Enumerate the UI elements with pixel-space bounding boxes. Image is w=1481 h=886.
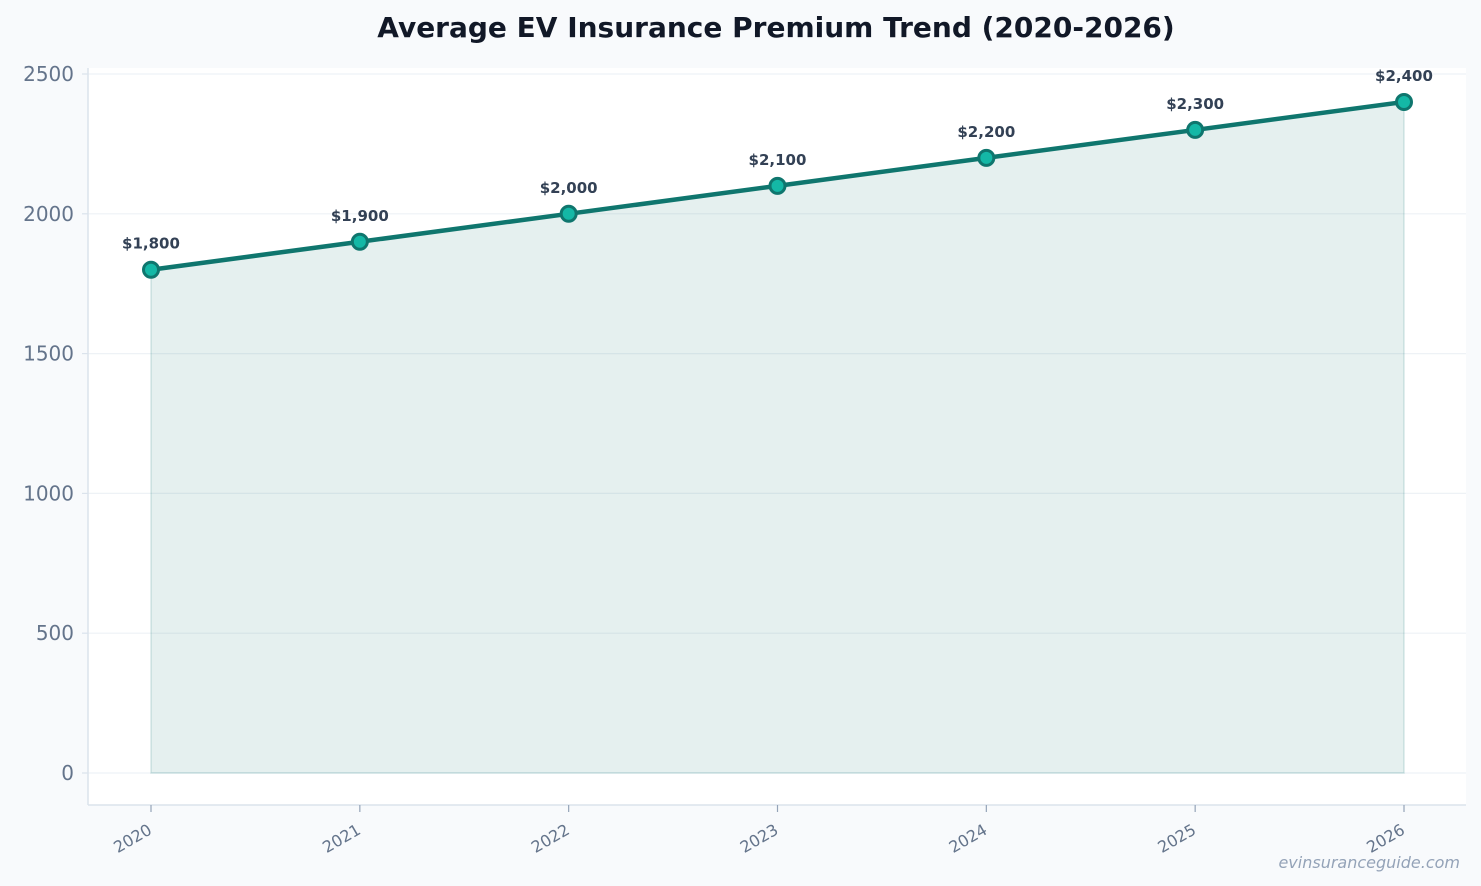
data-point [768,176,787,195]
data-points [142,92,1413,279]
data-point [977,148,996,167]
data-label: $2,200 [957,123,1015,141]
y-tick-label: 1500 [23,342,74,366]
data-label: $2,100 [749,151,807,169]
y-tick-label: 2000 [23,202,74,226]
y-tick-label: 0 [61,761,74,785]
data-point [142,260,160,279]
y-tick-labels: 0 500 1000 1500 2000 2500 [23,62,88,785]
data-point [350,232,369,251]
y-tick-label: 2500 [23,62,74,86]
data-point [1395,92,1413,111]
gridlines [88,73,1466,774]
data-point [559,204,578,223]
chart-title: Average EV Insurance Premium Trend (2020… [377,11,1174,44]
data-label: $1,800 [122,235,180,253]
data-point [1186,120,1205,139]
y-tick-label: 1000 [23,481,74,505]
data-label: $2,400 [1375,67,1433,85]
data-label: $2,300 [1166,95,1224,113]
watermark: evinsuranceguide.com [1278,853,1460,872]
data-label: $1,900 [331,207,389,225]
y-tick-label: 500 [36,621,74,645]
data-labels: $1,800 $1,900 $2,000 $2,100 $2,200 $2,300 $2,4… [122,67,1433,253]
data-label: $2,000 [540,179,598,197]
